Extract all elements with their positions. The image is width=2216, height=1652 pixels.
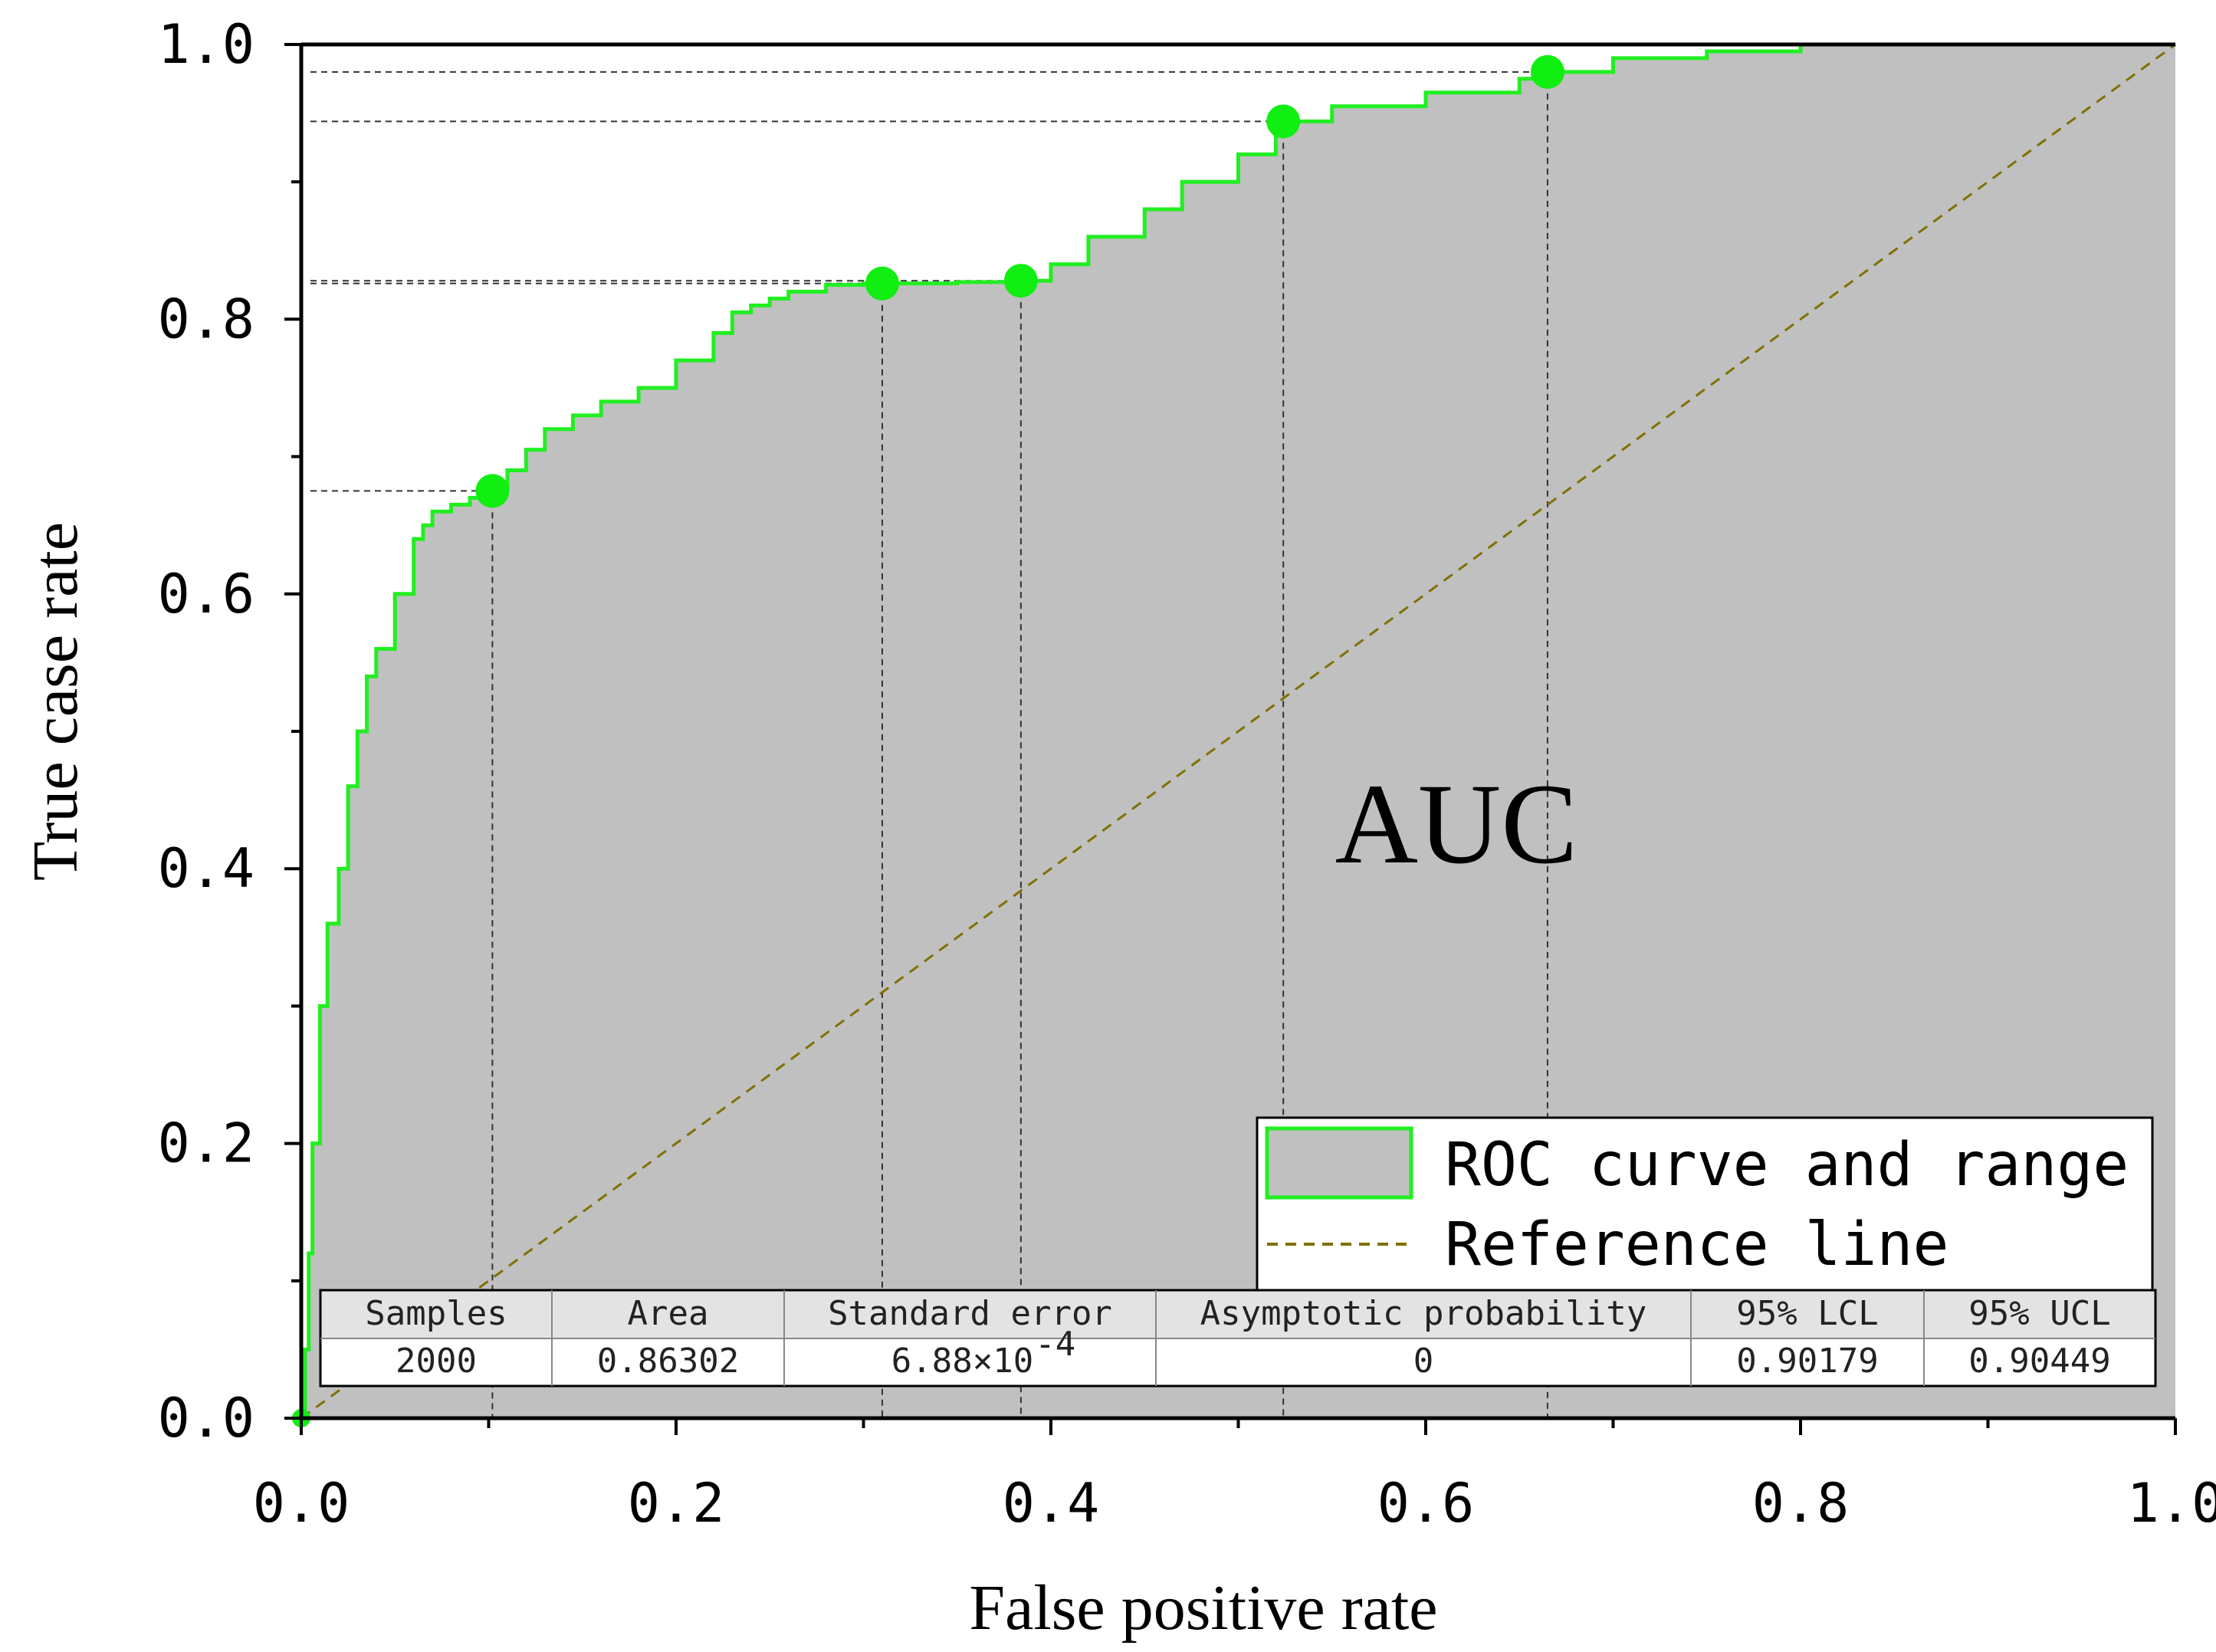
table-header-cell-2: Standard error	[828, 1294, 1112, 1333]
roc-curve-line	[301, 42, 2175, 1420]
legend: ROC curve and range Reference line	[1256, 1116, 2154, 1292]
x-axis-title: False positive rate	[969, 1572, 1437, 1644]
table-value-cell-2: 6.88×10	[891, 1342, 1033, 1381]
table-header-cell-4: 95% LCL	[1736, 1294, 1878, 1333]
table-header-cell-0: Samples	[365, 1294, 507, 1333]
reference-line	[300, 43, 2176, 1420]
table-header-cell-1: Area	[628, 1294, 709, 1333]
roc-point-2	[1003, 264, 1038, 298]
y-tick-label-5: 1.0	[158, 13, 254, 76]
table-value-cell-5: 0.90449	[1968, 1342, 2110, 1381]
y-tick-label-4: 0.8	[158, 287, 254, 350]
table-value-cell-3: 0	[1413, 1342, 1434, 1381]
roc-point-1	[865, 266, 899, 301]
axes: 0.0 0.2 0.4 0.6 0.8 1.0 0.0 0.2 0.4 0.6 0.8 1.0 Fals…	[20, 13, 2216, 1644]
roc-point-4	[1530, 54, 1564, 89]
legend-label-roc: ROC curve and range	[1445, 1131, 2129, 1200]
x-tick-label-5: 1.0	[2127, 1472, 2216, 1535]
y-tick-label-1: 0.2	[158, 1112, 254, 1175]
table-header-bg	[320, 1290, 2155, 1338]
y-tick-label-3: 0.6	[158, 563, 254, 626]
y-tick-label-0: 0.0	[158, 1387, 254, 1450]
x-tick-label-1: 0.2	[628, 1472, 724, 1535]
x-tick-label-4: 0.8	[1752, 1472, 1849, 1535]
legend-label-reference: Reference line	[1445, 1210, 1948, 1279]
table-value-exponent: -4	[1035, 1325, 1075, 1364]
table-value-cell-0: 2000	[396, 1342, 477, 1381]
table-value-cell-4: 0.90179	[1736, 1342, 1878, 1381]
y-tick-label-2: 0.4	[158, 837, 254, 900]
auc-label: AUC	[1335, 760, 1578, 888]
table-header-cell-5: 95% UCL	[1968, 1294, 2110, 1333]
table-row-bg	[320, 1338, 2155, 1386]
table-header-cell-3: Asymptotic probability	[1200, 1294, 1647, 1333]
roc-point-0	[475, 474, 510, 508]
x-tick-label-0: 0.0	[253, 1472, 350, 1535]
x-tick-label-2: 0.4	[1003, 1472, 1099, 1535]
x-tick-label-3: 0.6	[1377, 1472, 1474, 1535]
plot-area: AUC	[292, 42, 2176, 1427]
legend-swatch-roc	[1265, 1126, 1413, 1200]
table-value-cell-1: 0.86302	[597, 1342, 739, 1381]
y-axis-title: True case rate	[20, 522, 91, 881]
roc-point-3	[1266, 104, 1301, 139]
stats-table: Samples Area Standard error Asymptotic prob…	[319, 1289, 2157, 1388]
